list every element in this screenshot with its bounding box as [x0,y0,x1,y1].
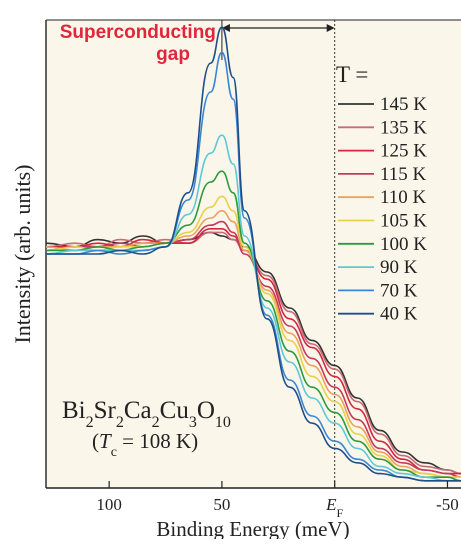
legend-title: T = [336,62,368,87]
legend-label: 70 K [380,280,418,301]
x-tick-label: 100 [96,495,122,514]
gap-arrow-head-left [221,24,230,32]
series-line-40k [46,26,461,482]
x-tick-label: EF [325,495,343,520]
legend-label: 135 K [380,117,427,138]
legend-label: 115 K [380,164,427,185]
legend-label: 125 K [380,141,427,162]
transition-temperature: (Tc = 108 K) [92,429,198,460]
gap-annotation-line2: gap [156,44,190,65]
legend-label: 110 K [380,187,427,208]
series-line-110k [45,209,461,479]
legend-label: 100 K [380,234,427,255]
gap-annotation-line1: Superconducting [60,22,216,43]
x-tick-label: -50 [436,495,459,514]
series-line-100k [45,170,461,482]
legend-label: 145 K [380,94,427,115]
x-axis-label: Binding Energy (meV) [156,517,349,539]
series-line-70k [46,51,461,482]
series-line-90k [45,134,461,482]
legend-label: 40 K [380,304,418,325]
gap-arrow-head-right [326,24,335,32]
legend-label: 90 K [380,257,418,278]
legend-label: 105 K [380,211,427,232]
x-tick-label: 50 [213,495,230,514]
series-line-115k [45,220,461,478]
material-formula: Bi2Sr2Ca2Cu3O10 [62,397,231,431]
y-axis-label: Intensity (arb. units) [10,164,35,343]
